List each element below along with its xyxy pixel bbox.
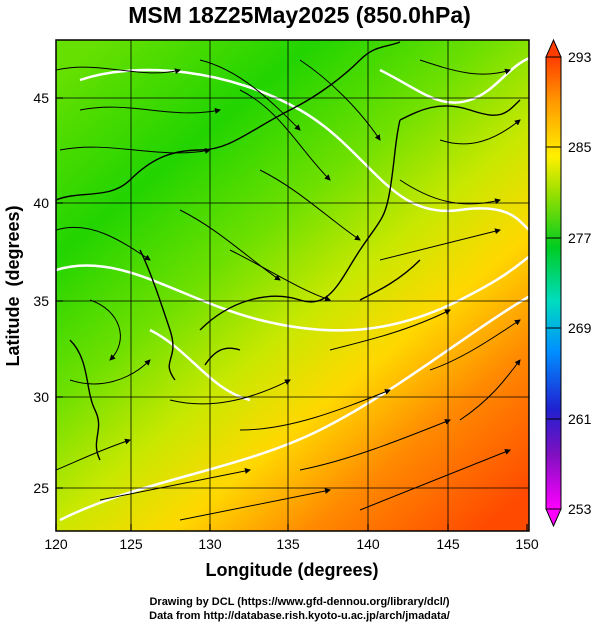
credit-data-source: Data from http://database.rish.kyoto-u.a…: [149, 610, 450, 622]
ytick-label-35: 35: [33, 293, 49, 309]
x-axis-label: Longitude (degrees): [205, 560, 378, 580]
ytick-label-45: 45: [33, 90, 49, 106]
y-axis-label: Latitude (degrees): [3, 205, 23, 366]
xtick-label-120: 120: [44, 536, 68, 552]
colorbar-bottom-arrow: [545, 508, 562, 528]
colorbar-scale: [545, 56, 562, 510]
xtick-label-125: 125: [119, 536, 143, 552]
axis-ticks: [55, 97, 528, 531]
credit-drawing: Drawing by DCL (https://www.gfd-dennou.o…: [149, 596, 450, 608]
ytick-label-30: 30: [33, 389, 49, 405]
xtick-label-150: 150: [515, 536, 539, 552]
wind-streamlines: [56, 59, 521, 521]
gridlines: [56, 40, 529, 531]
xtick-label-130: 130: [198, 536, 222, 552]
colorbar-label-261: 261: [568, 411, 592, 427]
xtick-label-145: 145: [436, 536, 460, 552]
temperature-field: [56, 40, 529, 531]
colorbar-label-293: 293: [568, 49, 592, 65]
colorbar-label-269: 269: [568, 320, 592, 336]
xtick-label-140: 140: [356, 536, 380, 552]
plot-frame: [55, 39, 530, 532]
colorbar: 293 285 277 269 261 253: [545, 38, 592, 528]
colorbar-label-277: 277: [568, 230, 592, 246]
colorbar-top-arrow: [545, 38, 562, 58]
ytick-label-40: 40: [33, 195, 49, 211]
ytick-label-25: 25: [33, 480, 49, 496]
map-title: MSM 18Z25May2025 (850.0hPa): [128, 2, 471, 28]
coastlines: [56, 41, 521, 461]
xtick-label-135: 135: [276, 536, 300, 552]
colorbar-label-285: 285: [568, 139, 592, 155]
colorbar-label-253: 253: [568, 501, 592, 517]
